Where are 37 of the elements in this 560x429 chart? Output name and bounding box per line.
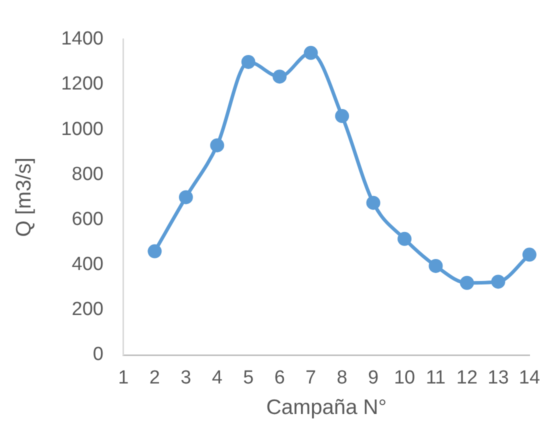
x-tick-label: 3 [180,368,192,389]
x-tick-label: 7 [306,368,316,389]
x-tick-label: 4 [212,368,223,389]
x-tick-label: 9 [368,368,379,389]
y-axis-title: Q [m3/s] [12,158,36,237]
x-tick-label: 6 [274,368,285,389]
x-tick-label: 12 [456,368,478,389]
point [210,138,224,152]
x-tick-label: 14 [518,368,540,389]
x-tick-label: 11 [426,368,446,389]
y-tick-label: 400 [72,254,104,276]
point [398,232,412,246]
point [491,274,506,289]
point [241,54,256,69]
point [148,244,162,258]
y-tick-label: 600 [72,208,104,230]
point [335,109,350,124]
x-tick-label: 1 [118,368,129,389]
point [272,70,287,84]
y-tick-label: 0 [92,344,104,366]
point [178,190,193,204]
y-tick-label: 1000 [61,118,104,140]
x-axis-title: Campaña N° [266,396,387,420]
y-tick-label: 1400 [61,28,104,50]
x-tick-label: 10 [394,368,416,389]
point [366,196,380,210]
y-tick-label: 1200 [61,74,104,95]
y-tick-label: 200 [72,299,104,320]
x-tick-label: 2 [149,368,160,389]
x-tick-label: 8 [336,368,348,389]
point [304,46,318,60]
point [522,248,536,262]
y-tick-label: 800 [72,164,104,185]
x-tick-label: 5 [243,368,254,389]
point [428,258,443,273]
point [460,276,474,290]
x-tick-label: 13 [488,368,509,389]
